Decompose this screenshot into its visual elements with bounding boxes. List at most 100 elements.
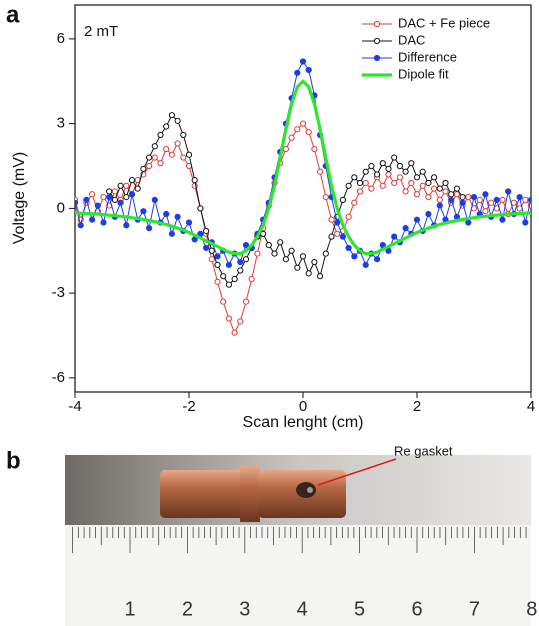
data-point xyxy=(157,131,164,139)
gasket-window xyxy=(296,482,316,498)
data-point xyxy=(499,196,506,204)
data-point xyxy=(203,244,210,252)
data-point xyxy=(482,191,489,198)
ruler-label: 6 xyxy=(411,598,422,620)
data-point xyxy=(374,256,381,263)
data-point xyxy=(294,126,301,133)
data-point xyxy=(459,193,466,201)
data-point xyxy=(419,182,426,189)
x-tick-label: -4 xyxy=(68,398,81,415)
data-point xyxy=(419,168,426,175)
data-point xyxy=(299,253,307,260)
data-point xyxy=(442,179,449,187)
data-point xyxy=(385,165,392,172)
data-point xyxy=(242,256,250,263)
data-point xyxy=(322,250,329,257)
data-point xyxy=(442,188,449,195)
data-point xyxy=(516,193,523,201)
data-point xyxy=(168,230,175,237)
data-point xyxy=(328,233,335,240)
y-tick-label: 3 xyxy=(57,115,65,132)
data-point xyxy=(470,193,478,201)
annotation: 2 mT xyxy=(84,23,118,40)
data-point xyxy=(391,179,398,187)
data-point xyxy=(493,196,500,204)
plot-area: -4 -2 0 2 4 -6 -3 0 3 6 xyxy=(52,30,536,415)
data-point xyxy=(385,171,392,178)
pointer xyxy=(317,458,397,486)
data-point xyxy=(208,247,215,254)
data-point xyxy=(128,177,136,184)
data-point xyxy=(379,182,386,189)
series-line xyxy=(75,122,531,334)
legend: DAC + Fe piece DAC Difference Dipole fit xyxy=(362,15,490,81)
legend-label: DAC + Fe piece xyxy=(398,15,490,30)
ruler-label: 7 xyxy=(469,598,480,620)
ruler-label: 4 xyxy=(297,598,308,620)
data-point xyxy=(299,58,307,65)
data-point xyxy=(408,179,415,187)
data-point xyxy=(425,210,432,218)
y-tick-label: -6 xyxy=(52,369,65,386)
data-point xyxy=(402,225,409,232)
photo: b Re gasket 1 2 3 4 5 6 7 8 xyxy=(6,443,537,626)
data-point xyxy=(339,196,346,204)
ruler xyxy=(65,525,531,626)
gasket xyxy=(307,487,313,493)
data-point xyxy=(277,239,284,246)
data-point xyxy=(339,233,346,240)
data-point xyxy=(174,140,181,147)
data-point xyxy=(111,188,119,195)
series-line xyxy=(75,60,531,267)
data-point xyxy=(163,210,170,218)
data-point xyxy=(214,261,221,268)
data-point xyxy=(191,177,198,184)
y-axis-title: Voltage (mV) xyxy=(11,152,28,244)
data-point xyxy=(146,162,153,170)
data-point xyxy=(237,258,244,266)
data-point xyxy=(180,154,187,161)
data-point xyxy=(248,275,255,283)
data-point xyxy=(288,247,295,254)
data-point xyxy=(391,154,398,161)
data-point xyxy=(265,242,272,249)
x-tick-label: 0 xyxy=(299,398,307,415)
x-axis-title: Scan lenght (cm) xyxy=(243,414,364,431)
data-point xyxy=(305,129,312,136)
ruler-scale: 1 2 3 4 5 6 7 8 xyxy=(72,527,537,620)
data-point xyxy=(174,117,181,124)
data-point xyxy=(220,298,227,305)
data-point xyxy=(146,154,153,161)
data-point xyxy=(453,191,460,198)
data-point xyxy=(453,185,460,192)
data-point xyxy=(299,120,307,127)
data-point xyxy=(271,250,278,257)
data-point xyxy=(402,188,409,195)
data-point xyxy=(242,242,250,249)
data-point xyxy=(322,193,329,201)
data-point xyxy=(197,205,204,212)
data-point xyxy=(231,275,238,283)
data-point xyxy=(448,196,455,204)
data-point xyxy=(476,196,483,204)
data-point xyxy=(448,191,455,198)
x-tick-label: -2 xyxy=(182,398,195,415)
data-point xyxy=(408,160,415,167)
data-point xyxy=(140,208,147,215)
y-tick-label: 6 xyxy=(57,30,65,47)
ruler-label: 8 xyxy=(526,598,537,620)
data-point xyxy=(151,196,158,204)
ruler-label: 5 xyxy=(354,598,365,620)
data-point xyxy=(151,143,158,150)
data-point xyxy=(311,145,318,153)
data-point xyxy=(499,216,506,223)
data-point xyxy=(374,171,381,178)
data-point xyxy=(123,193,130,201)
panel-label: a xyxy=(6,1,20,28)
data-point xyxy=(134,185,141,192)
data-point xyxy=(510,199,518,206)
data-point xyxy=(185,219,193,226)
data-point xyxy=(294,264,301,271)
data-point xyxy=(505,188,512,195)
